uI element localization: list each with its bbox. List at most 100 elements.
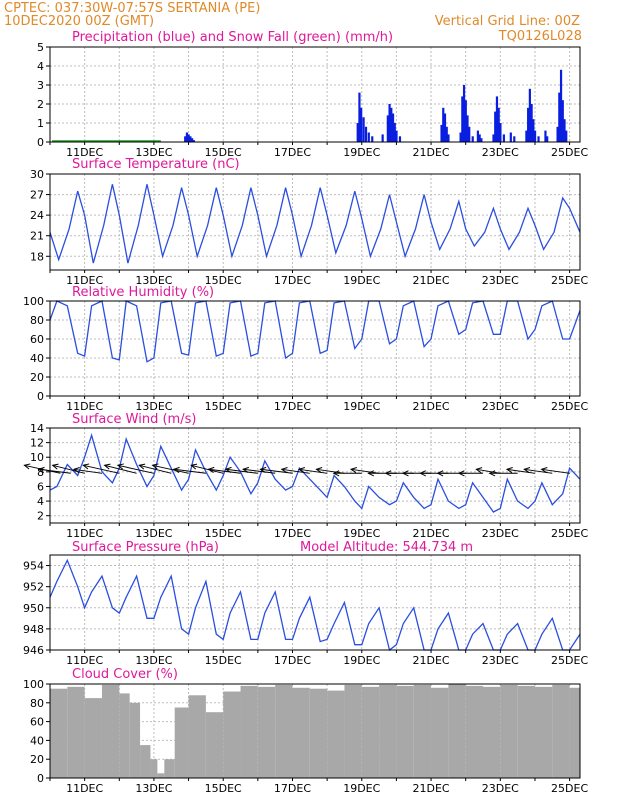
y-tick-label: 2	[37, 510, 44, 523]
y-tick-label: 20	[30, 371, 44, 384]
y-tick-label: 20	[30, 753, 44, 766]
cloud-bar	[129, 702, 141, 778]
precip-bar	[563, 119, 566, 142]
y-tick-label: 2	[37, 98, 44, 111]
wind-arrow	[152, 464, 189, 474]
y-tick-label: 3	[37, 79, 44, 92]
y-tick-label: 5	[37, 41, 44, 54]
x-tick-label: 11DEC	[66, 274, 103, 287]
y-tick-label: 40	[30, 734, 44, 747]
wind-arrow-head	[384, 470, 392, 477]
wind-arrow-head	[224, 466, 232, 473]
wind-arrow	[243, 468, 276, 474]
wind-arrow-head	[103, 463, 111, 470]
wind-arrow	[351, 468, 380, 474]
x-tick-label: 25DEC	[551, 654, 588, 667]
x-tick-label: 23DEC	[482, 527, 519, 540]
precip-bar	[533, 130, 537, 142]
wind-arrow	[260, 468, 293, 474]
x-tick-label: 23DEC	[482, 274, 519, 287]
wind-arrow	[191, 464, 224, 474]
precip-bar	[527, 107, 530, 142]
wind-arrow-head	[82, 463, 90, 470]
y-tick-label: 4	[37, 495, 44, 508]
precip-bar	[388, 104, 391, 142]
x-tick-label: 25DEC	[551, 146, 588, 159]
x-tick-label: 11DEC	[66, 400, 103, 413]
precip-bar	[494, 111, 497, 142]
y-tick-label: 60	[30, 333, 44, 346]
precip-bar	[556, 126, 559, 142]
precip-bar	[395, 130, 398, 142]
precip-bar	[497, 107, 500, 142]
y-tick-label: 1	[37, 117, 44, 130]
grid-line-note: Vertical Grid Line: 00Z	[435, 14, 580, 29]
precip-bar	[192, 140, 195, 142]
precip-bar	[471, 136, 474, 142]
x-tick-label: 21DEC	[412, 400, 449, 413]
precip-bar	[367, 132, 370, 142]
cloud-bar	[84, 698, 102, 778]
x-tick-label: 21DEC	[412, 527, 449, 540]
cloud-bar	[205, 712, 224, 778]
y-tick-label: 27	[30, 189, 44, 202]
wind-arrow-head	[280, 467, 288, 474]
y-tick-label: 0	[37, 390, 44, 403]
wind-arrow	[541, 468, 570, 474]
cloud-bar	[552, 684, 570, 778]
x-tick-label: 17DEC	[274, 274, 311, 287]
precip-bar	[358, 92, 361, 142]
precip-bar	[184, 136, 187, 142]
precip-bar	[447, 134, 450, 142]
panel-frame	[49, 173, 581, 271]
panel-relative-humidity: 0 20 40 60 80 100 11DEC 13DEC 15DEC 17DEC 19DEC 21D…	[23, 285, 588, 413]
wind-arrow	[173, 468, 206, 474]
precip-bar	[480, 138, 483, 142]
cloud-bar	[396, 685, 414, 778]
precip-bar	[443, 113, 447, 142]
precip-bar	[528, 88, 531, 142]
x-tick-label: 19DEC	[343, 527, 380, 540]
x-tick-label: 19DEC	[343, 274, 380, 287]
x-tick-label: 17DEC	[274, 782, 311, 795]
cloud-bar	[140, 745, 151, 778]
x-tick-label: 11DEC	[66, 782, 103, 795]
cloud-bar	[50, 688, 68, 778]
x-tick-label: 21DEC	[412, 654, 449, 667]
wind-arrow-head	[332, 470, 340, 477]
x-tick-label: 19DEC	[343, 400, 380, 413]
precip-bar	[466, 115, 469, 142]
precip-bar	[464, 100, 467, 142]
x-tick-label: 13DEC	[135, 782, 172, 795]
x-tick-label: 13DEC	[135, 527, 172, 540]
cloud-bar	[119, 693, 130, 778]
y-tick-label: 18	[30, 250, 44, 263]
x-tick-label: 15DEC	[205, 527, 242, 540]
x-tick-label: 13DEC	[135, 654, 172, 667]
cloud-bar	[275, 684, 293, 778]
x-tick-label: 23DEC	[482, 654, 519, 667]
y-tick-label: 8	[37, 466, 44, 479]
wind-arrow	[104, 464, 137, 474]
panel-surface-pressure-hpa: 946 948 950 952 954 11DEC 13DEC 15DEC 17DEC 19DEC…	[23, 540, 588, 667]
wind-arrow	[524, 468, 553, 474]
cloud-bar	[164, 759, 175, 778]
x-tick-label: 11DEC	[66, 146, 103, 159]
y-tick-label: 6	[37, 480, 44, 493]
wind-arrow-head	[242, 466, 250, 473]
precip-bar	[445, 126, 448, 142]
wind-arrow-head	[349, 467, 357, 474]
precip-bar	[440, 124, 443, 142]
panel-title: Surface Pressure (hPa)	[72, 540, 219, 555]
panel-frame	[49, 46, 581, 143]
precip-bar	[391, 113, 395, 142]
y-tick-label: 954	[23, 560, 44, 573]
wind-arrow-head	[190, 463, 198, 470]
precip-bar	[371, 136, 374, 142]
wind-arrow-head	[138, 463, 146, 470]
wind-arrow	[316, 468, 345, 474]
precip-bar	[191, 138, 194, 142]
panel-title: Relative Humidity (%)	[72, 285, 214, 300]
wind-arrow	[476, 468, 501, 474]
cloud-bar	[413, 684, 432, 778]
